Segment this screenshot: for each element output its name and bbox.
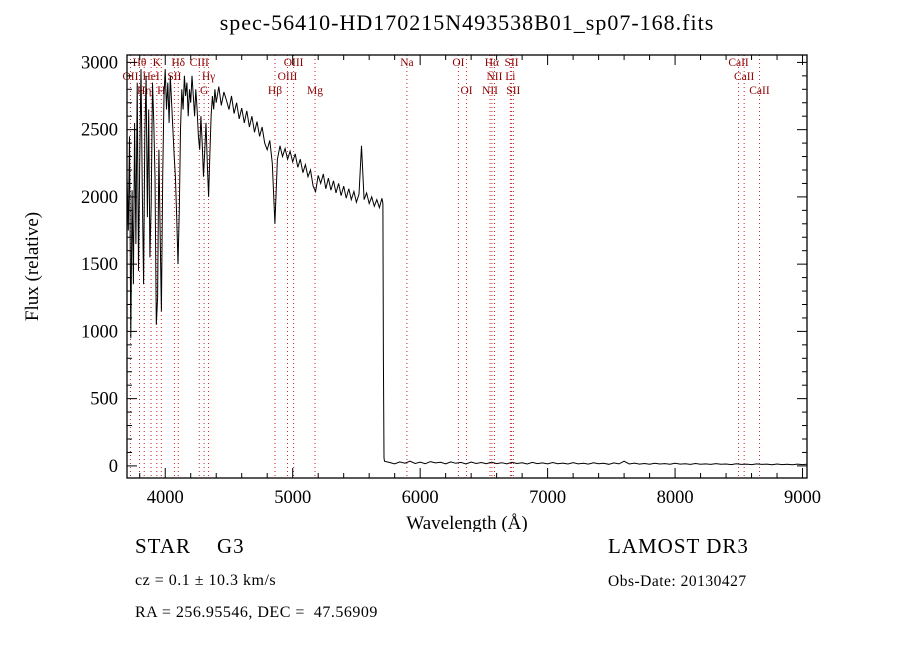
line-label-OI: OI — [460, 85, 472, 97]
ra-dec-value: RA = 256.95546, DEC = 47.56909 — [135, 604, 378, 621]
line-label-Hθ: Hθ — [133, 57, 147, 69]
spectrum-path — [126, 69, 807, 466]
y-tick-label: 2000 — [81, 188, 118, 208]
line-label-Hγ: Hγ — [202, 71, 215, 83]
y-tick-label: 0 — [109, 457, 118, 477]
line-label-Hδ: Hδ — [171, 57, 185, 69]
x-tick-label: 4000 — [147, 488, 184, 508]
survey-name: LAMOST DR3 — [608, 534, 749, 558]
line-label-Hα: Hα — [485, 57, 499, 69]
line-label-Na: Na — [400, 57, 413, 69]
y-tick-label: 500 — [90, 390, 118, 410]
line-label-H: H — [157, 85, 165, 97]
y-tick-label: 1000 — [81, 322, 118, 342]
x-tick-label: 8000 — [657, 488, 694, 508]
x-axis-label: Wavelength (Å) — [406, 513, 527, 532]
line-label-CIII: CIII — [190, 57, 209, 69]
axis-box — [126, 54, 808, 479]
y-axis-label: Flux (relative) — [22, 212, 43, 321]
line-label-CaII: CaII — [728, 57, 749, 69]
obs-date: Obs-Date: 20130427 — [608, 573, 747, 590]
x-tick-label: 5000 — [274, 488, 311, 508]
x-tick-label: 9000 — [784, 488, 821, 508]
line-label-K: K — [153, 57, 162, 69]
line-label-SII: SII — [506, 85, 520, 97]
object-subclass: G3 — [217, 534, 245, 558]
line-label-NII: NII — [486, 71, 502, 83]
line-label-Hβ: Hβ — [268, 85, 282, 97]
survey-info-block: LAMOST DR3 Obs-Date: 20130427 — [608, 534, 749, 591]
line-label-HeI: HeI — [142, 71, 159, 83]
x-tick-label: 7000 — [529, 488, 566, 508]
y-tick-label: 2500 — [81, 121, 118, 141]
object-class-line: STAR G3 — [135, 534, 378, 559]
line-label-NII: NII — [482, 85, 498, 97]
line-label-SII: SII — [505, 57, 519, 69]
cz-value: cz = 0.1 ± 10.3 km/s — [135, 572, 277, 589]
line-label-Hη: Hη — [137, 85, 151, 97]
line-label-G: G — [200, 85, 208, 97]
y-tick-label: 3000 — [81, 53, 118, 73]
line-label-Li: Li — [505, 71, 515, 83]
y-tick-label: 1500 — [81, 255, 118, 275]
line-label-OIII: OIII — [284, 57, 304, 69]
object-type: STAR — [135, 534, 191, 558]
line-label-CaII: CaII — [734, 71, 755, 83]
line-label-CaII: CaII — [749, 85, 770, 97]
object-info-block: STAR G3 cz = 0.1 ± 10.3 km/s RA = 256.955… — [135, 534, 378, 622]
line-label-OIII: OIII — [278, 71, 298, 83]
line-label-OI: OI — [452, 57, 464, 69]
line-label-SII: SII — [167, 71, 181, 83]
line-label-Mg: Mg — [307, 85, 323, 97]
plot-title: spec-56410-HD170215N493538B01_sp07-168.f… — [219, 10, 715, 35]
x-tick-label: 6000 — [402, 488, 439, 508]
line-label-OII: OII — [122, 71, 138, 83]
